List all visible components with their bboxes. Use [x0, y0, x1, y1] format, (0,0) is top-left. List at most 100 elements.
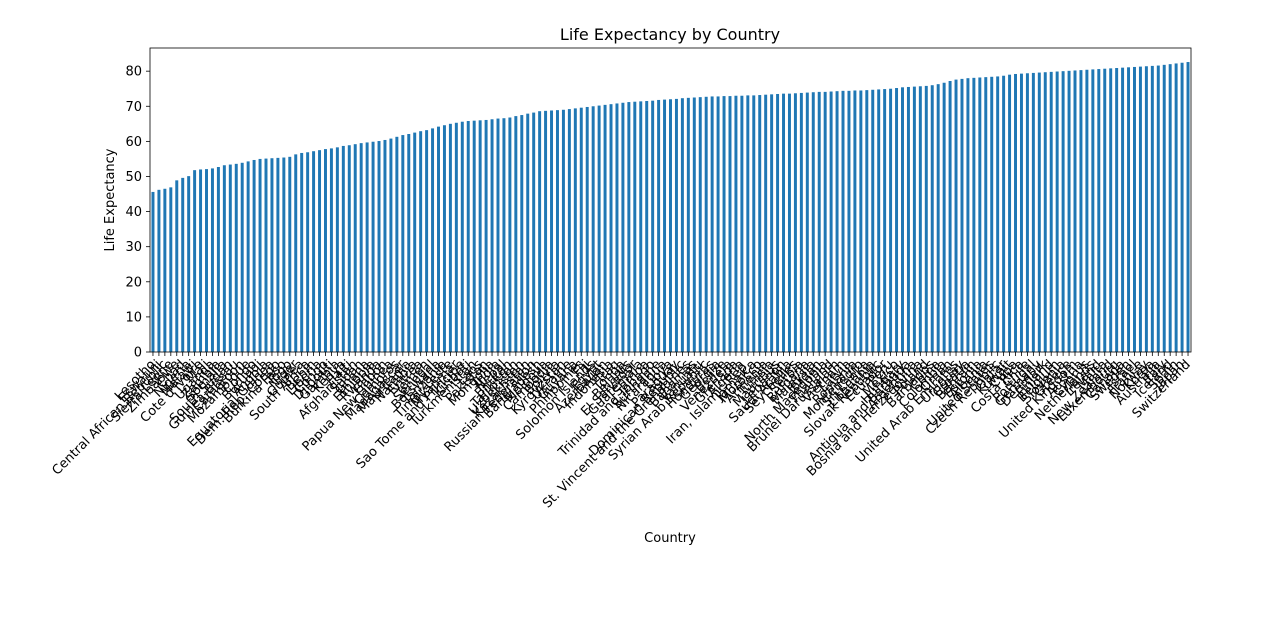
bar: [954, 79, 958, 352]
bar: [550, 110, 554, 352]
chart-title: Life Expectancy by Country: [560, 25, 780, 44]
bar: [514, 116, 518, 352]
bar: [639, 101, 643, 352]
bar: [353, 144, 357, 352]
bar: [817, 91, 821, 352]
bar: [1019, 73, 1023, 352]
bar: [579, 107, 583, 353]
bar: [276, 157, 280, 352]
bar: [1055, 71, 1059, 353]
bar: [680, 98, 684, 352]
bar: [312, 151, 316, 352]
bar: [597, 105, 601, 352]
bar: [484, 119, 488, 353]
bar: [460, 121, 464, 352]
bar: [389, 138, 393, 352]
bar: [746, 95, 750, 352]
bar: [193, 170, 197, 352]
bar: [728, 96, 732, 352]
bar: [1133, 66, 1136, 353]
bar: [906, 86, 910, 352]
bar: [663, 99, 667, 352]
bar: [901, 87, 904, 352]
bar: [1008, 74, 1012, 353]
bar: [1121, 67, 1125, 352]
bar: [1037, 72, 1041, 352]
bar: [163, 188, 167, 352]
bar: [454, 122, 458, 353]
bar: [674, 98, 678, 353]
bar: [1043, 72, 1047, 352]
bar: [419, 131, 423, 352]
bar: [151, 191, 155, 352]
bar: [1002, 75, 1006, 352]
bar: [532, 112, 536, 352]
bar: [996, 76, 1000, 353]
bar: [264, 158, 268, 352]
bar: [609, 104, 613, 352]
bar-series: [151, 62, 1190, 353]
bar: [300, 152, 304, 352]
bar: [1025, 73, 1029, 353]
bar: [573, 108, 577, 352]
bar: [942, 82, 946, 352]
bar: [282, 157, 286, 352]
bar: [776, 93, 780, 353]
bar: [222, 165, 226, 352]
bar: [401, 135, 405, 352]
bar: [984, 77, 988, 352]
y-tick-label: 30: [125, 240, 142, 255]
bar: [407, 134, 411, 352]
bar: [199, 169, 203, 352]
bar: [1014, 73, 1017, 352]
bar: [567, 109, 571, 352]
bar: [787, 93, 791, 352]
bar: [365, 142, 369, 352]
bar: [252, 159, 256, 352]
bar: [936, 84, 940, 352]
x-axis-label: Country: [644, 531, 696, 546]
bar: [782, 93, 786, 352]
bar: [966, 78, 970, 352]
bar: [157, 189, 161, 352]
bar: [883, 89, 887, 352]
bar: [1103, 68, 1107, 353]
y-tick-label: 80: [125, 65, 142, 80]
bar: [181, 177, 185, 352]
bar: [1138, 66, 1142, 353]
bar: [829, 91, 833, 352]
bar: [585, 106, 589, 352]
bar: [924, 85, 928, 352]
bar: [1162, 64, 1166, 352]
bar: [1150, 65, 1154, 353]
bar: [770, 94, 774, 352]
bar: [1115, 68, 1119, 352]
bar: [930, 85, 934, 353]
bar: [383, 139, 387, 352]
bar: [657, 99, 661, 352]
bar: [442, 125, 446, 352]
bar: [234, 163, 238, 352]
bar: [210, 168, 214, 352]
bar: [502, 118, 506, 353]
bar: [990, 76, 994, 352]
bar: [538, 111, 542, 352]
bar: [496, 118, 500, 352]
bar: [895, 88, 899, 353]
bar: [175, 180, 179, 352]
bar: [205, 169, 208, 352]
bar: [972, 77, 976, 352]
bar: [823, 91, 827, 352]
bar: [1061, 71, 1065, 353]
bar: [734, 95, 738, 353]
bar: [698, 97, 702, 353]
bar: [645, 101, 649, 352]
bar: [1156, 65, 1160, 353]
bar: [651, 100, 655, 352]
bar: [710, 96, 714, 352]
bar: [228, 164, 232, 352]
bar: [478, 120, 482, 352]
bar: [324, 149, 327, 352]
bar: [1031, 72, 1035, 353]
bar: [799, 92, 803, 353]
